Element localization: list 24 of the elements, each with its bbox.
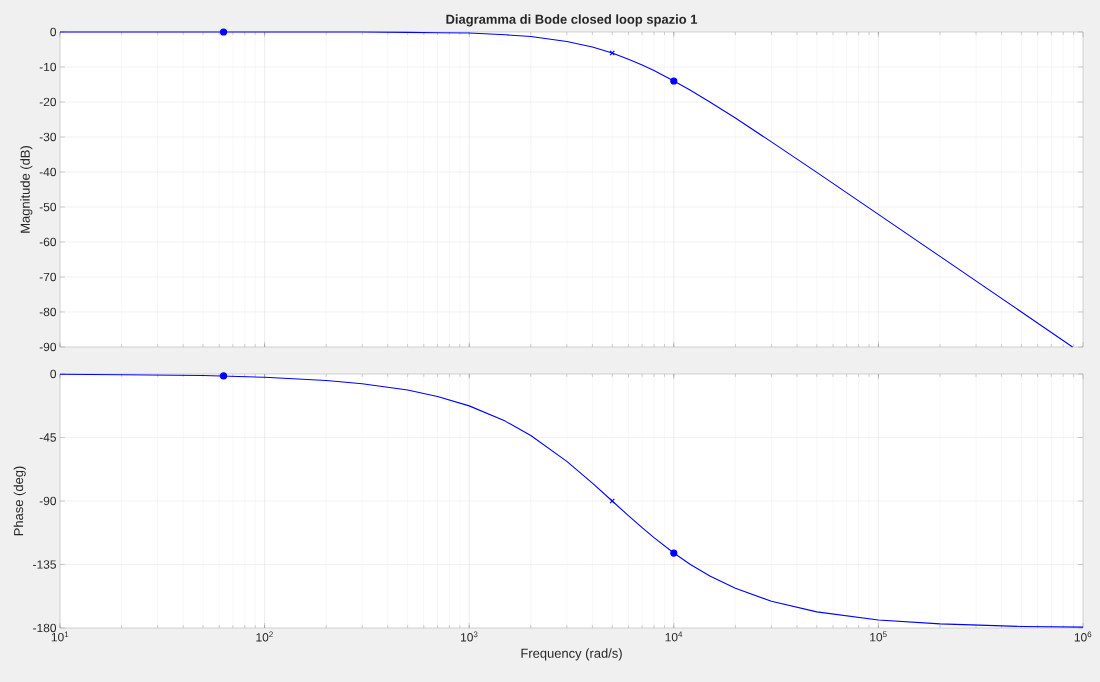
y-tick-label: -30 [39, 132, 57, 142]
y-tick-label: -50 [39, 202, 57, 212]
y-tick-label: -90 [39, 342, 57, 352]
x-tick-label: 10$^{4}$ [665, 631, 683, 642]
y-tick-label: 0 [50, 369, 57, 379]
y-tick-label: 0 [50, 27, 57, 37]
y-axis-title: Magnitude (dB) [20, 146, 33, 233]
y-tick-label: -70 [39, 272, 57, 282]
y-tick-label: -20 [39, 97, 57, 107]
y-tick-label: -90 [39, 496, 57, 506]
y-tick-label: -180 [33, 623, 57, 633]
x-tick-label: 10$^{5}$ [870, 631, 887, 642]
y-tick-label: -60 [39, 237, 57, 247]
y-tick-label: -40 [39, 167, 57, 177]
y-tick-label: -80 [39, 307, 57, 317]
x-tick-label: 10$^{2}$ [256, 631, 273, 642]
y-tick-label: -135 [33, 560, 56, 569]
x-axis-title: Frequency (rad/s) [521, 648, 622, 661]
chart-title: Diagramma di Bode closed loop spazio 1 [446, 14, 698, 27]
x-tick-label: 10$^{3}$ [461, 631, 478, 642]
y-tick-label: -45 [39, 433, 56, 442]
y-axis-title: Phase (deg) [13, 466, 26, 536]
y-tick-label: -10 [39, 62, 57, 72]
x-tick-label: 10$^{6}$ [1074, 631, 1092, 642]
